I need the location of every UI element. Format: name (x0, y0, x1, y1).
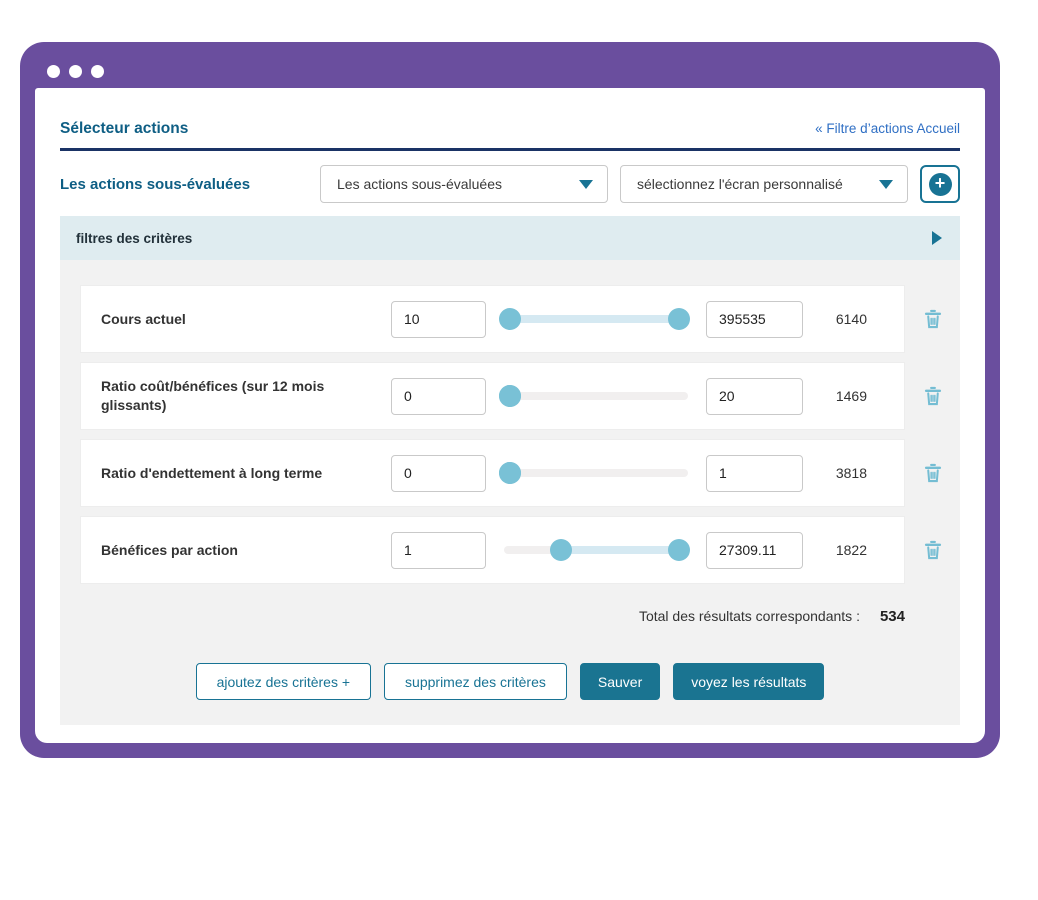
criterion-label: Bénéfices par action (101, 541, 238, 558)
page-header: Sélecteur actions « Filtre d’actions Acc… (60, 120, 960, 151)
trash-icon (924, 309, 941, 329)
criteria-section-title: filtres des critères (76, 230, 193, 246)
results-count: 534 (879, 608, 905, 625)
criterion-row: Cours actuel 6140 (80, 285, 960, 353)
max-value-input[interactable] (706, 300, 803, 338)
matching-count: 1469 (835, 388, 867, 404)
criteria-panel: Cours actuel 6140 Ratio coût/bénéfices (… (60, 260, 960, 725)
slider-handle-high-icon[interactable] (667, 539, 690, 561)
action-buttons: ajoutez des critères + supprimez des cri… (80, 663, 940, 700)
results-summary-label: Total des résultats correspondants : (638, 608, 860, 624)
criterion-label: Ratio d'endettement à long terme (101, 464, 323, 481)
criterion-card: Ratio d'endettement à long terme 3818 (80, 439, 905, 507)
screen-toolbar: Les actions sous-évaluées Les actions so… (60, 165, 960, 203)
window-controls (47, 65, 104, 78)
results-summary: Total des résultats correspondants : 534 (80, 608, 923, 625)
add-criteria-button[interactable]: ajoutez des critères + (195, 663, 372, 700)
screen-select-value: Les actions sous-évaluées (337, 176, 502, 192)
criterion-card: Cours actuel 6140 (80, 285, 905, 353)
custom-screen-select-value: sélectionnez l'écran personnalisé (637, 176, 843, 192)
triangle-right-icon[interactable] (932, 231, 942, 245)
trash-icon (924, 540, 941, 560)
min-value-input[interactable] (391, 531, 486, 569)
slider-active-range (509, 315, 679, 323)
delete-criterion-button[interactable] (905, 539, 960, 561)
delete-criterion-button[interactable] (905, 385, 960, 407)
range-slider[interactable] (498, 461, 688, 485)
range-slider[interactable] (498, 307, 690, 331)
custom-screen-select[interactable]: sélectionnez l'écran personnalisé (620, 165, 908, 203)
screen-select[interactable]: Les actions sous-évaluées (320, 165, 608, 203)
trash-icon (924, 463, 941, 483)
min-value-input[interactable] (391, 377, 486, 415)
slider-active-range (561, 546, 679, 554)
matching-count: 1822 (835, 542, 867, 558)
slider-track (504, 469, 688, 477)
save-button[interactable]: Sauver (579, 663, 661, 700)
criterion-row: Ratio d'endettement à long terme 3818 (80, 439, 960, 507)
view-results-button[interactable]: voyez les résultats (673, 663, 825, 700)
matching-count: 3818 (835, 465, 867, 481)
criterion-row: Ratio coût/bénéfices (sur 12 mois glissa… (80, 362, 960, 430)
max-value-input[interactable] (706, 531, 803, 569)
window-dot-icon (69, 65, 82, 78)
page-title: Sélecteur actions (60, 120, 189, 137)
delete-criterion-button[interactable] (905, 462, 960, 484)
window-dot-icon (91, 65, 104, 78)
criterion-label: Cours actuel (101, 310, 186, 327)
app-window: Sélecteur actions « Filtre d’actions Acc… (20, 42, 1000, 758)
criteria-section-header[interactable]: filtres des critères (60, 216, 960, 260)
max-value-input[interactable] (706, 454, 803, 492)
min-value-input[interactable] (391, 454, 486, 492)
home-filter-link[interactable]: « Filtre d’actions Accueil (815, 121, 960, 136)
criteria-rows: Cours actuel 6140 Ratio coût/bénéfices (… (80, 285, 960, 584)
max-value-input[interactable] (706, 377, 803, 415)
slider-handle-high-icon[interactable] (498, 462, 521, 484)
delete-criterion-button[interactable] (905, 308, 960, 330)
active-screen-label: Les actions sous-évaluées (60, 175, 251, 193)
criterion-row: Bénéfices par action 1822 (80, 516, 960, 584)
plus-circle-icon: + (928, 172, 952, 196)
criterion-card: Ratio coût/bénéfices (sur 12 mois glissa… (80, 362, 905, 430)
window-dot-icon (47, 65, 60, 78)
slider-handle-high-icon[interactable] (498, 385, 521, 407)
chevron-down-icon (879, 179, 893, 189)
criterion-card: Bénéfices par action 1822 (80, 516, 905, 584)
app-screen: Sélecteur actions « Filtre d’actions Acc… (35, 88, 985, 743)
matching-count: 6140 (835, 311, 867, 327)
slider-track (504, 392, 688, 400)
slider-handle-low-icon[interactable] (550, 539, 573, 561)
trash-icon (924, 386, 941, 406)
range-slider[interactable] (504, 538, 690, 562)
range-slider[interactable] (498, 384, 688, 408)
min-value-input[interactable] (391, 300, 486, 338)
slider-handle-high-icon[interactable] (667, 308, 690, 330)
criterion-label: Ratio coût/bénéfices (sur 12 mois glissa… (101, 378, 325, 413)
add-screen-button[interactable]: + (920, 165, 960, 203)
chevron-down-icon (579, 179, 593, 189)
slider-handle-low-icon[interactable] (498, 308, 521, 330)
remove-criteria-button[interactable]: supprimez des critères (384, 663, 567, 700)
